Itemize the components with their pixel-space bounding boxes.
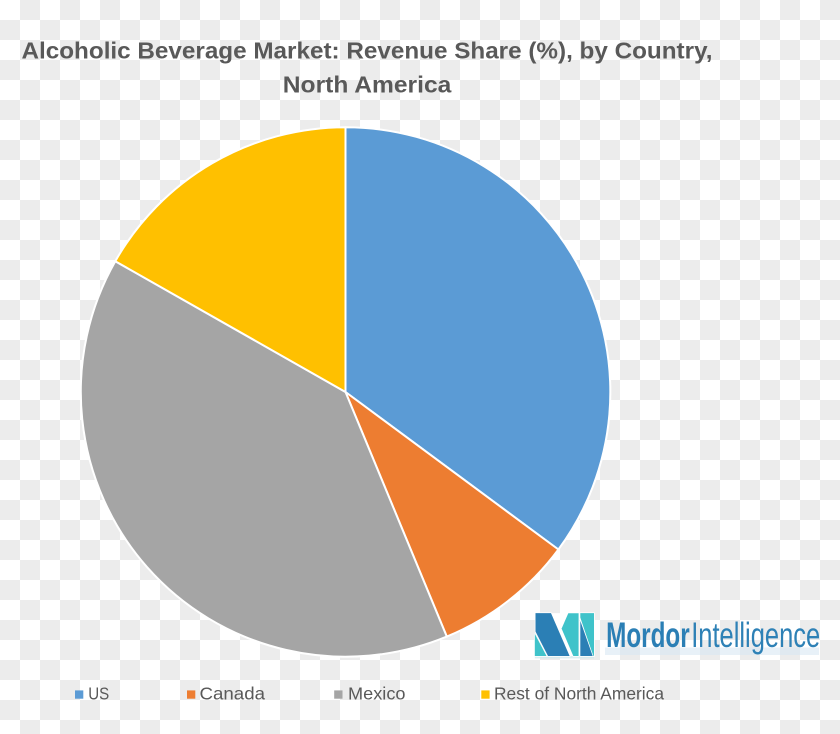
svg-text:Alcoholic Beverage Market: Rev: Alcoholic Beverage Market: Revenue Share… xyxy=(22,37,713,63)
svg-text:Rest of North America: Rest of North America xyxy=(494,684,664,704)
svg-text:Intelligence: Intelligence xyxy=(691,616,820,655)
svg-text:Mordor: Mordor xyxy=(606,616,690,655)
svg-text:US: US xyxy=(88,684,109,704)
svg-text:Mexico: Mexico xyxy=(348,684,406,704)
svg-text:Canada: Canada xyxy=(200,684,266,704)
svg-text:North America: North America xyxy=(283,72,453,98)
